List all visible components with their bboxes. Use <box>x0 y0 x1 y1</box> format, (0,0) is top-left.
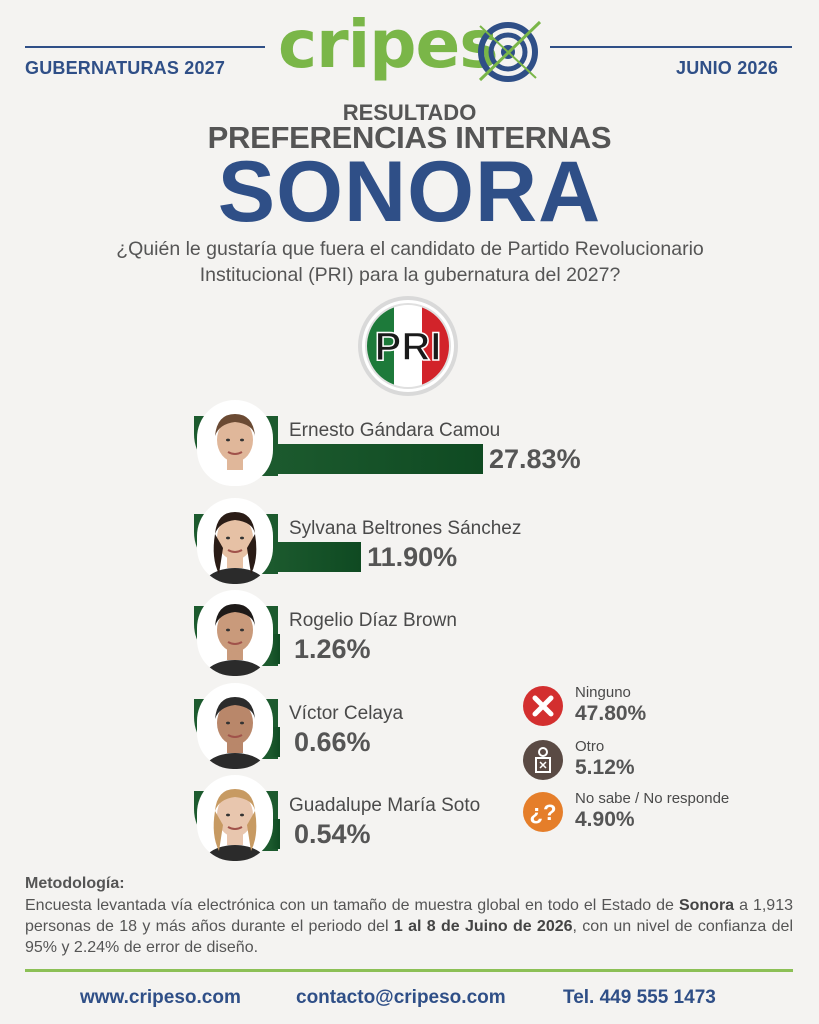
candidate-percentage: 0.66% <box>294 727 371 757</box>
x-icon <box>523 686 563 726</box>
survey-question: ¿Quién le gustaría que fuera el candidat… <box>116 238 704 286</box>
svg-text:¿?: ¿? <box>530 800 557 825</box>
footer-phone[interactable]: Tel. 449 555 1473 <box>563 987 716 1008</box>
candidate-photo <box>197 498 273 584</box>
candidate-photo <box>197 683 273 769</box>
candidate-photo <box>197 775 273 861</box>
footer-website-link[interactable]: www.cripeso.com <box>80 987 241 1008</box>
candidate-bar <box>270 444 483 474</box>
voter-icon <box>523 740 563 780</box>
header-rule-left <box>25 46 265 48</box>
footer-rule <box>25 969 793 972</box>
option-label: Ninguno <box>575 684 631 701</box>
footer-email-link[interactable]: contacto@cripeso.com <box>296 987 506 1008</box>
candidate-bar <box>270 634 280 664</box>
question-icon: ¿? <box>523 792 563 832</box>
option-label: Otro <box>575 738 605 755</box>
candidate-bar <box>270 542 362 572</box>
candidate-percentage: 0.54% <box>294 819 371 849</box>
header-rule-right <box>550 46 792 48</box>
cripeso-logo: cripes <box>278 6 548 90</box>
result-label: RESULTADO <box>342 100 477 125</box>
target-icon <box>478 20 542 82</box>
pri-party-logo: PRI <box>358 296 458 396</box>
header-election-label: GUBERNATURAS 2027 <box>25 58 226 78</box>
option-percentage: 47.80% <box>575 702 647 725</box>
candidate-name: Guadalupe María Soto <box>289 795 481 816</box>
candidate-name: Rogelio Díaz Brown <box>289 610 457 631</box>
candidate-bar <box>270 727 280 757</box>
option-label: No sabe / No responde <box>575 790 730 807</box>
methodology-text: Encuesta levantada vía electrónica con u… <box>25 897 793 956</box>
candidate-name: Víctor Celaya <box>289 703 404 724</box>
chart-subtitle: PREFERENCIAS INTERNAS <box>207 120 612 155</box>
candidate-photo <box>197 590 273 676</box>
candidate-percentage: 11.90% <box>367 542 458 572</box>
chart-title: SONORA <box>217 144 602 240</box>
candidate-percentage: 1.26% <box>294 634 371 664</box>
candidate-photo <box>197 400 273 486</box>
methodology-title: Metodología: <box>25 875 125 892</box>
candidate-name: Sylvana Beltrones Sánchez <box>289 518 522 539</box>
candidate-bar <box>270 819 280 849</box>
pri-logo-text: PRI <box>375 325 442 369</box>
option-percentage: 5.12% <box>575 756 635 779</box>
candidate-name: Ernesto Gándara Camou <box>289 420 501 441</box>
candidate-percentage: 27.83% <box>489 444 581 474</box>
option-percentage: 4.90% <box>575 808 635 831</box>
header-date-label: JUNIO 2026 <box>676 58 779 78</box>
